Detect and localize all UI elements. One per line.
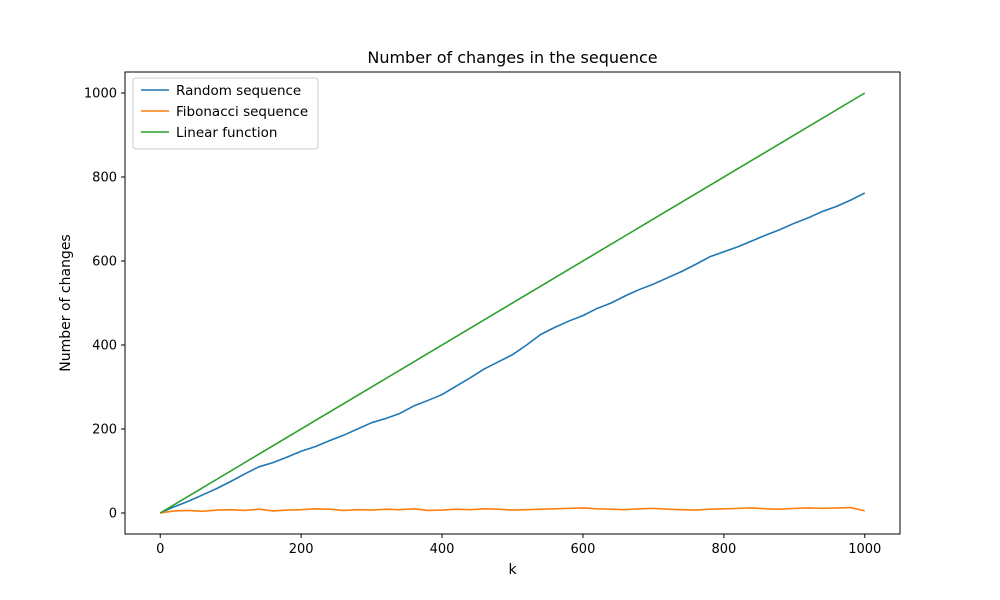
y-tick-label: 400 — [92, 339, 117, 354]
x-tick-label: 400 — [430, 542, 455, 557]
y-tick-label: 200 — [92, 423, 117, 438]
x-axis-label: k — [508, 562, 517, 578]
legend-label: Linear function — [176, 125, 277, 141]
x-axis: 0 200 400 600 800 1000 — [156, 534, 881, 557]
y-tick-label: 800 — [92, 171, 117, 186]
x-tick-label: 200 — [289, 542, 314, 557]
y-axis: 0 200 400 600 800 1000 — [84, 87, 125, 522]
y-tick-label: 1000 — [84, 87, 117, 102]
plot-frame — [124, 71, 901, 535]
series-line-fibonacci-sequence — [160, 506, 865, 514]
legend: Random sequence Fibonacci sequence Linear … — [132, 77, 319, 150]
x-tick-label: 600 — [571, 542, 596, 557]
y-tick-label: 600 — [92, 255, 117, 270]
series-line-linear-function — [159, 92, 866, 514]
x-tick-label: 1000 — [848, 542, 881, 557]
series-line-random-sequence — [159, 192, 866, 514]
x-tick-label: 0 — [156, 542, 164, 557]
y-tick-label: 0 — [109, 507, 117, 522]
series-layer — [159, 92, 866, 514]
legend-label: Random sequence — [176, 83, 301, 99]
legend-box — [132, 77, 319, 150]
x-tick-label: 800 — [711, 542, 736, 557]
chart-title: Number of changes in the sequence — [367, 48, 657, 67]
legend-label: Fibonacci sequence — [176, 104, 308, 120]
y-axis-label: Number of changes — [58, 234, 74, 371]
